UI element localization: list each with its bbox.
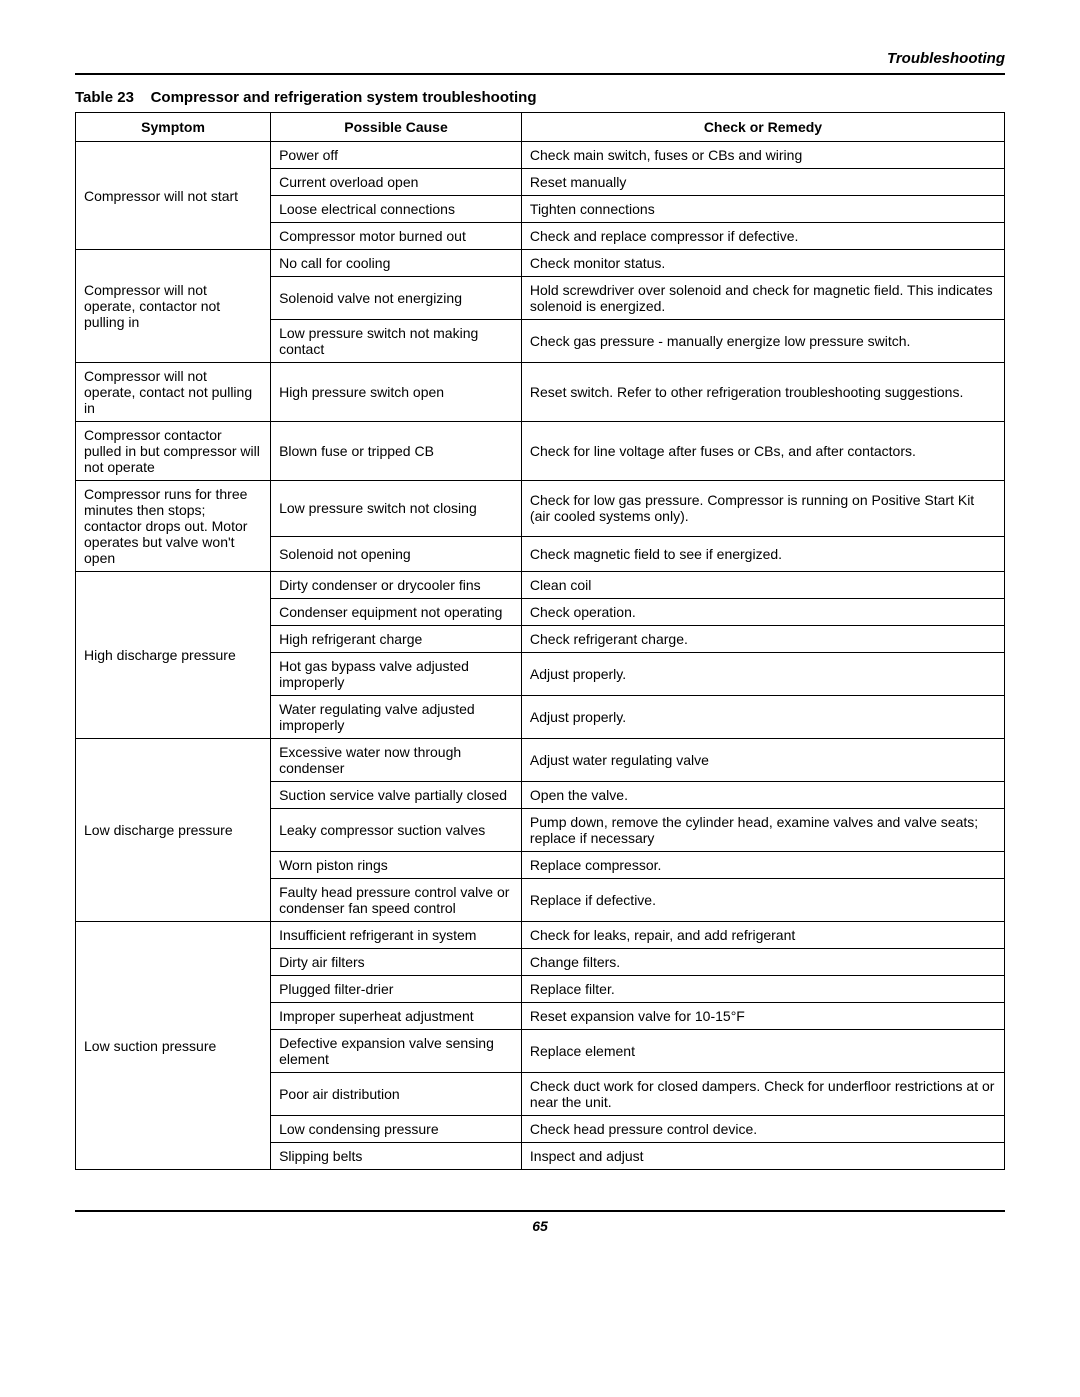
- cause-cell: Low pressure switch not making contact: [271, 320, 522, 363]
- remedy-cell: Hold screwdriver over solenoid and check…: [521, 277, 1004, 320]
- remedy-cell: Check duct work for closed dampers. Chec…: [521, 1073, 1004, 1116]
- remedy-cell: Reset manually: [521, 169, 1004, 196]
- remedy-cell: Tighten connections: [521, 196, 1004, 223]
- cause-cell: Leaky compressor suction valves: [271, 809, 522, 852]
- col-header-cause: Possible Cause: [271, 113, 522, 142]
- cause-cell: Faulty head pressure control valve or co…: [271, 879, 522, 922]
- cause-cell: Condenser equipment not operating: [271, 599, 522, 626]
- remedy-cell: Change filters.: [521, 949, 1004, 976]
- remedy-cell: Replace filter.: [521, 976, 1004, 1003]
- cause-cell: Current overload open: [271, 169, 522, 196]
- table-caption: Table 23 Compressor and refrigeration sy…: [75, 89, 1005, 106]
- cause-cell: Water regulating valve adjusted improper…: [271, 696, 522, 739]
- table-row: Compressor will not startPower offCheck …: [76, 142, 1005, 169]
- symptom-cell: Low suction pressure: [76, 922, 271, 1170]
- remedy-cell: Inspect and adjust: [521, 1143, 1004, 1170]
- footer-rule: [75, 1210, 1005, 1212]
- remedy-cell: Clean coil: [521, 572, 1004, 599]
- symptom-cell: Compressor contactor pulled in but compr…: [76, 422, 271, 481]
- remedy-cell: Check operation.: [521, 599, 1004, 626]
- cause-cell: Solenoid not opening: [271, 536, 522, 571]
- remedy-cell: Replace compressor.: [521, 852, 1004, 879]
- cause-cell: Improper superheat adjustment: [271, 1003, 522, 1030]
- table-row: High discharge pressureDirty condenser o…: [76, 572, 1005, 599]
- cause-cell: Power off: [271, 142, 522, 169]
- table-body: Compressor will not startPower offCheck …: [76, 142, 1005, 1170]
- remedy-cell: Adjust properly.: [521, 696, 1004, 739]
- cause-cell: Dirty air filters: [271, 949, 522, 976]
- table-row: Compressor runs for three minutes then s…: [76, 481, 1005, 537]
- remedy-cell: Check and replace compressor if defectiv…: [521, 223, 1004, 250]
- remedy-cell: Reset switch. Refer to other refrigerati…: [521, 363, 1004, 422]
- remedy-cell: Reset expansion valve for 10-15°F: [521, 1003, 1004, 1030]
- col-header-symptom: Symptom: [76, 113, 271, 142]
- cause-cell: Poor air distribution: [271, 1073, 522, 1116]
- table-row: Compressor contactor pulled in but compr…: [76, 422, 1005, 481]
- table-number: Table 23: [75, 89, 134, 106]
- cause-cell: Blown fuse or tripped CB: [271, 422, 522, 481]
- header-rule: [75, 73, 1005, 75]
- symptom-cell: High discharge pressure: [76, 572, 271, 739]
- cause-cell: Worn piston rings: [271, 852, 522, 879]
- table-header-row: Symptom Possible Cause Check or Remedy: [76, 113, 1005, 142]
- remedy-cell: Check for low gas pressure. Compressor i…: [521, 481, 1004, 537]
- col-header-remedy: Check or Remedy: [521, 113, 1004, 142]
- remedy-cell: Check main switch, fuses or CBs and wiri…: [521, 142, 1004, 169]
- cause-cell: High pressure switch open: [271, 363, 522, 422]
- table-row: Compressor will not operate, contactor n…: [76, 250, 1005, 277]
- section-header: Troubleshooting: [75, 50, 1005, 67]
- symptom-cell: Compressor will not operate, contact not…: [76, 363, 271, 422]
- symptom-cell: Compressor will not start: [76, 142, 271, 250]
- troubleshooting-table: Symptom Possible Cause Check or Remedy C…: [75, 112, 1005, 1170]
- cause-cell: Excessive water now through condenser: [271, 739, 522, 782]
- remedy-cell: Check gas pressure - manually energize l…: [521, 320, 1004, 363]
- table-row: Low suction pressureInsufficient refrige…: [76, 922, 1005, 949]
- cause-cell: Slipping belts: [271, 1143, 522, 1170]
- cause-cell: Solenoid valve not energizing: [271, 277, 522, 320]
- remedy-cell: Adjust properly.: [521, 653, 1004, 696]
- remedy-cell: Check head pressure control device.: [521, 1116, 1004, 1143]
- remedy-cell: Open the valve.: [521, 782, 1004, 809]
- remedy-cell: Adjust water regulating valve: [521, 739, 1004, 782]
- cause-cell: Compressor motor burned out: [271, 223, 522, 250]
- remedy-cell: Replace if defective.: [521, 879, 1004, 922]
- remedy-cell: Check refrigerant charge.: [521, 626, 1004, 653]
- remedy-cell: Pump down, remove the cylinder head, exa…: [521, 809, 1004, 852]
- cause-cell: Plugged filter-drier: [271, 976, 522, 1003]
- cause-cell: Loose electrical connections: [271, 196, 522, 223]
- remedy-cell: Check monitor status.: [521, 250, 1004, 277]
- remedy-cell: Replace element: [521, 1030, 1004, 1073]
- cause-cell: Hot gas bypass valve adjusted improperly: [271, 653, 522, 696]
- symptom-cell: Compressor will not operate, contactor n…: [76, 250, 271, 363]
- table-row: Low discharge pressureExcessive water no…: [76, 739, 1005, 782]
- cause-cell: Low condensing pressure: [271, 1116, 522, 1143]
- page-number: 65: [75, 1218, 1005, 1234]
- cause-cell: Defective expansion valve sensing elemen…: [271, 1030, 522, 1073]
- table-row: Compressor will not operate, contact not…: [76, 363, 1005, 422]
- cause-cell: High refrigerant charge: [271, 626, 522, 653]
- cause-cell: Insufficient refrigerant in system: [271, 922, 522, 949]
- remedy-cell: Check for leaks, repair, and add refrige…: [521, 922, 1004, 949]
- symptom-cell: Compressor runs for three minutes then s…: [76, 481, 271, 572]
- table-title: Compressor and refrigeration system trou…: [151, 89, 537, 106]
- remedy-cell: Check for line voltage after fuses or CB…: [521, 422, 1004, 481]
- cause-cell: No call for cooling: [271, 250, 522, 277]
- cause-cell: Low pressure switch not closing: [271, 481, 522, 537]
- symptom-cell: Low discharge pressure: [76, 739, 271, 922]
- remedy-cell: Check magnetic field to see if energized…: [521, 536, 1004, 571]
- cause-cell: Suction service valve partially closed: [271, 782, 522, 809]
- cause-cell: Dirty condenser or drycooler fins: [271, 572, 522, 599]
